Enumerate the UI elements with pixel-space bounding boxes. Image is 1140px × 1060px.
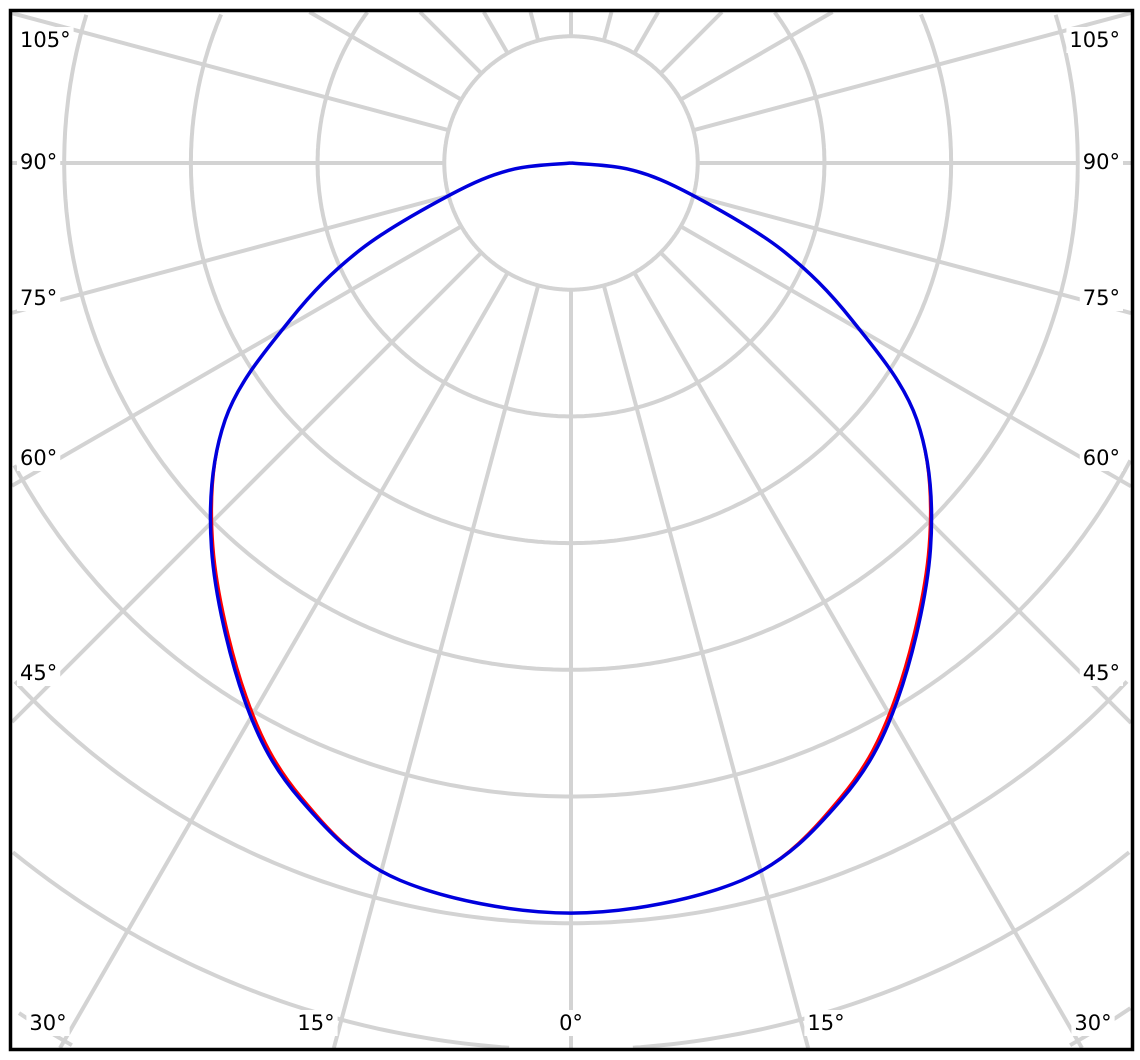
grid-ring bbox=[188, 13, 571, 546]
grid-ring bbox=[12, 464, 571, 799]
grid-spoke bbox=[418, 10, 483, 75]
grid-spoke bbox=[11, 193, 450, 315]
grid-spoke bbox=[58, 271, 510, 1050]
label-background bbox=[1079, 445, 1123, 471]
angle-label: 105° bbox=[1069, 28, 1120, 52]
grid-ring bbox=[571, 11, 827, 419]
angle-label: 75° bbox=[20, 286, 57, 310]
grid-spoke bbox=[679, 224, 1132, 489]
label-background bbox=[17, 149, 61, 175]
intensity-curve-2 bbox=[208, 161, 934, 915]
grid-spoke bbox=[11, 11, 450, 133]
angle-label: 15° bbox=[297, 1011, 334, 1035]
grid-ring bbox=[571, 13, 954, 546]
grid-spoke bbox=[528, 11, 541, 42]
label-background bbox=[1071, 1010, 1115, 1036]
grid-ring bbox=[62, 14, 571, 672]
grid-spoke bbox=[679, 10, 834, 102]
angle-label: 30° bbox=[29, 1011, 66, 1035]
grid-spoke bbox=[659, 10, 724, 75]
angle-label: 90° bbox=[20, 150, 57, 174]
grid-ring bbox=[315, 11, 571, 419]
curves bbox=[208, 161, 934, 915]
grid-spoke bbox=[308, 10, 463, 102]
label-background bbox=[804, 1010, 848, 1036]
angle-label: 105° bbox=[20, 28, 71, 52]
angle-label: 60° bbox=[20, 446, 57, 470]
angle-label: 45° bbox=[20, 661, 57, 685]
angle-label: 30° bbox=[1074, 1011, 1111, 1035]
angle-label: 75° bbox=[1083, 286, 1120, 310]
label-background bbox=[1079, 660, 1123, 686]
grid-spoke bbox=[10, 251, 483, 724]
plot-frame bbox=[8, 8, 1135, 1052]
grid-ring bbox=[571, 14, 1080, 672]
angle-label: 90° bbox=[1083, 150, 1120, 174]
angle-label: 60° bbox=[1083, 446, 1120, 470]
grid-spoke bbox=[692, 11, 1132, 133]
grid-ring bbox=[571, 680, 1129, 926]
label-background bbox=[17, 660, 61, 686]
grid-ring bbox=[632, 850, 1131, 1050]
label-background bbox=[17, 445, 61, 471]
angle-label: 45° bbox=[1083, 661, 1120, 685]
label-background bbox=[556, 1010, 586, 1036]
angle-labels: 105° 90° 75° 60° 45° 105° 90° 75° 60° 45° 30° 15° 0°… bbox=[17, 27, 1123, 1036]
grid-ring bbox=[13, 680, 571, 926]
polar-grid bbox=[10, 10, 1133, 1050]
grid-spoke bbox=[482, 10, 510, 55]
grid-spoke bbox=[632, 271, 1084, 1050]
grid-spoke bbox=[632, 10, 660, 55]
angle-label: 0° bbox=[559, 1011, 583, 1035]
label-background bbox=[26, 1010, 70, 1036]
grid-spoke bbox=[601, 11, 614, 42]
label-background bbox=[1079, 285, 1123, 311]
label-background bbox=[1066, 27, 1123, 53]
grid-spoke bbox=[601, 284, 811, 1049]
angle-label: 15° bbox=[807, 1011, 844, 1035]
grid-spoke bbox=[331, 284, 541, 1049]
label-background bbox=[1079, 149, 1123, 175]
grid-ring bbox=[571, 459, 1133, 799]
grid-spoke bbox=[692, 193, 1132, 315]
grid-spoke bbox=[659, 251, 1133, 725]
label-background bbox=[17, 27, 74, 53]
grid-spoke bbox=[10, 224, 463, 488]
grid-ring bbox=[11, 850, 510, 1050]
label-background bbox=[294, 1010, 338, 1036]
label-background bbox=[17, 285, 61, 311]
